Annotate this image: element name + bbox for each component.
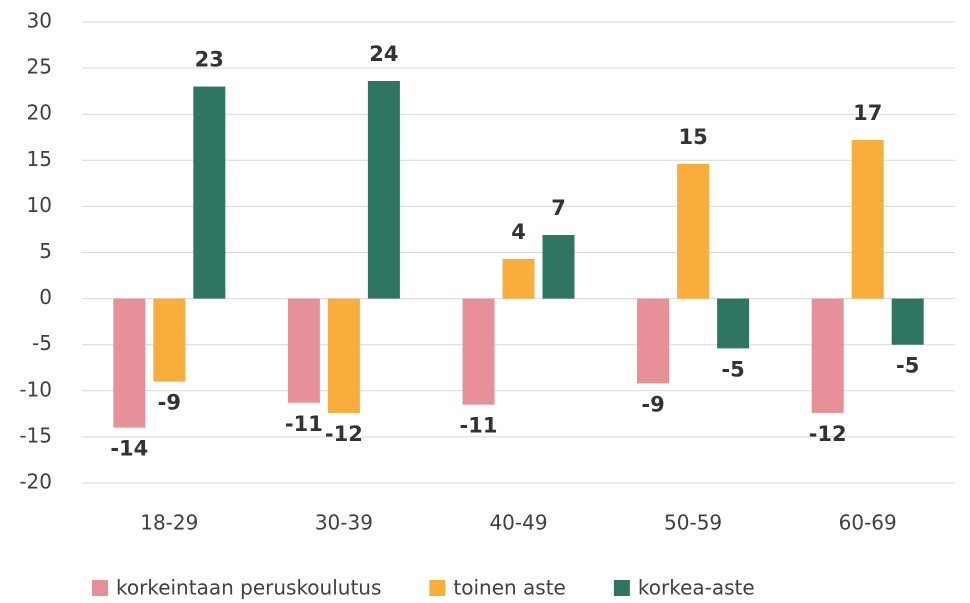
x-tick-label: 18-29 [140, 511, 198, 535]
legend-label: korkeintaan peruskoulutus [116, 576, 381, 600]
bar [327, 298, 360, 413]
x-tick-label: 40-49 [489, 511, 547, 535]
x-tick-label: 50-59 [664, 511, 722, 535]
bar [193, 86, 226, 299]
x-tick-label: 60-69 [839, 511, 897, 535]
y-tick-label: -5 [32, 331, 52, 355]
value-label: 7 [551, 196, 566, 220]
legend-label: korkea-aste [638, 576, 755, 600]
y-tick-label: 25 [27, 55, 52, 79]
value-label: -9 [158, 391, 181, 415]
bar [367, 81, 400, 299]
bar [502, 258, 535, 299]
value-label: -14 [110, 437, 148, 461]
y-tick-label: 15 [27, 147, 52, 171]
y-tick-label: 30 [27, 9, 52, 33]
value-label: -11 [460, 414, 498, 438]
y-tick-label: -10 [19, 377, 52, 401]
y-tick-label: -20 [19, 470, 52, 494]
bar [637, 298, 670, 384]
bar [717, 298, 750, 349]
value-label: 23 [195, 48, 224, 72]
bar [153, 298, 186, 382]
value-label: -11 [285, 412, 323, 436]
legend-swatch [92, 580, 108, 596]
value-label: 4 [511, 220, 526, 244]
bar [462, 298, 495, 405]
bar [851, 140, 884, 299]
bar [542, 234, 575, 299]
y-tick-label: 20 [27, 101, 52, 125]
value-label: -5 [721, 357, 744, 381]
value-label: 15 [678, 125, 707, 149]
y-tick-label: 0 [39, 285, 52, 309]
legend-label: toinen aste [453, 576, 565, 600]
value-label: -9 [641, 392, 664, 416]
x-tick-label: 30-39 [315, 511, 373, 535]
bar [811, 298, 844, 413]
value-label: -12 [809, 422, 847, 446]
y-tick-label: 10 [27, 193, 52, 217]
bar [891, 298, 924, 345]
bar [113, 298, 146, 428]
y-tick-label: -15 [19, 423, 52, 447]
y-tick-label: 5 [39, 239, 52, 263]
legend-swatch [613, 580, 630, 596]
value-label: 24 [369, 42, 398, 66]
bar [287, 298, 320, 403]
legend-swatch [429, 580, 446, 596]
value-label: -12 [325, 422, 363, 446]
bar [677, 163, 710, 299]
value-label: 17 [853, 101, 882, 125]
value-label: -5 [896, 354, 919, 378]
